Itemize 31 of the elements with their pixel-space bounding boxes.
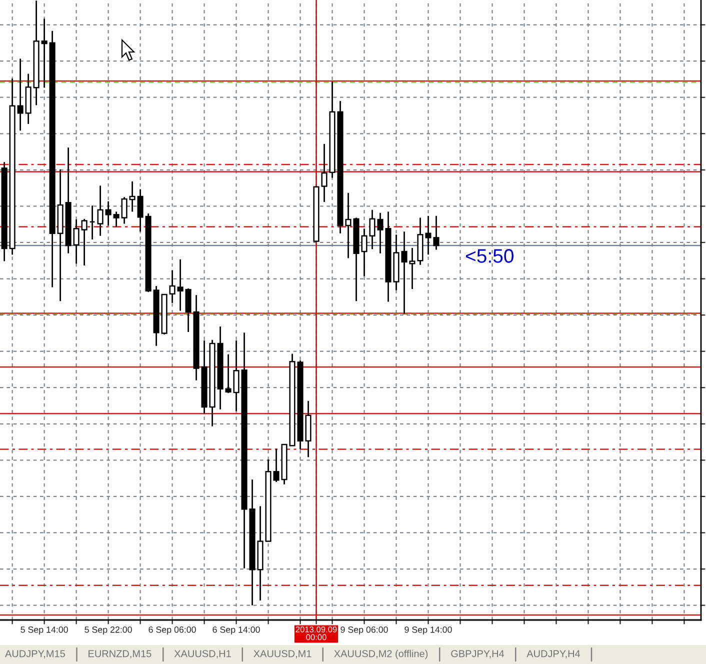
candlestick <box>137 188 144 232</box>
candlestick <box>169 270 176 304</box>
text: <5:50 <box>466 249 514 263</box>
candlestick <box>89 204 96 240</box>
candlestick <box>105 200 112 226</box>
text: XAUUSD,M2 (offline) <box>334 650 428 660</box>
candlestick <box>17 58 24 132</box>
candlestick <box>233 340 240 412</box>
x-tick-label: 5 Sep 14:00 <box>20 626 68 635</box>
x-tick-label: 6 Sep 06:00 <box>148 626 196 635</box>
x-tick-label: 9 Sep 06:00 <box>340 626 388 635</box>
text: GBPJPY,H4 <box>451 650 504 658</box>
candlestick <box>121 196 128 224</box>
x-tick-label: 5 Sep 22:00 <box>84 626 132 635</box>
text: AUDJPY,M15 <box>5 650 65 658</box>
text: XAUUSD,M1 <box>254 650 312 658</box>
x-tick-label: 2013.09.09 00:00 <box>296 626 337 640</box>
candlestick <box>81 218 88 266</box>
x-tick-label: 9 Sep 14:00 <box>404 626 452 635</box>
candlestick <box>225 354 232 394</box>
candlestick <box>113 210 120 228</box>
candlestick <box>97 184 104 237</box>
candlestick <box>177 258 184 312</box>
text: AUDJPY,H4 <box>526 650 580 658</box>
candlestick <box>129 180 136 212</box>
candlestick <box>185 288 192 333</box>
text: XAUUSD,H1 <box>174 650 231 658</box>
candlestick <box>41 18 48 88</box>
x-tick-label: 6 Sep 14:00 <box>212 626 260 635</box>
candlestick <box>73 218 80 264</box>
text: EURNZD,M15 <box>88 650 152 658</box>
